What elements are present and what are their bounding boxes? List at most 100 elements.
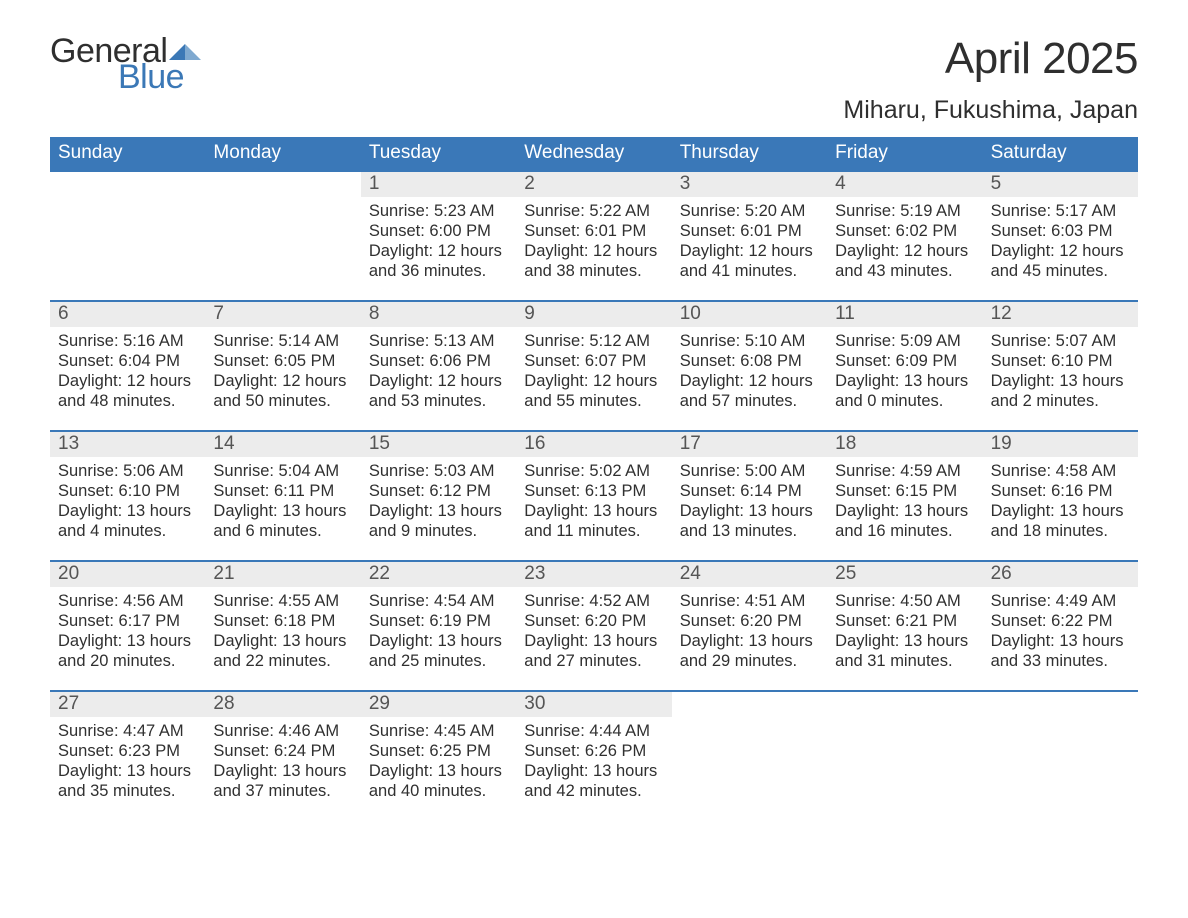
day-number: 28 — [205, 692, 360, 717]
sunset-line: Sunset: 6:01 PM — [680, 221, 819, 241]
calendar-day — [827, 692, 982, 820]
day-number: 10 — [672, 302, 827, 327]
sunset-line: Sunset: 6:09 PM — [835, 351, 974, 371]
calendar-day: 25Sunrise: 4:50 AMSunset: 6:21 PMDayligh… — [827, 562, 982, 690]
calendar-day: 23Sunrise: 4:52 AMSunset: 6:20 PMDayligh… — [516, 562, 671, 690]
calendar-day: 11Sunrise: 5:09 AMSunset: 6:09 PMDayligh… — [827, 302, 982, 430]
day-number: 8 — [361, 302, 516, 327]
sunrise-line: Sunrise: 4:49 AM — [991, 591, 1130, 611]
sunset-line: Sunset: 6:08 PM — [680, 351, 819, 371]
weekday-monday: Monday — [205, 137, 360, 170]
calendar-day: 7Sunrise: 5:14 AMSunset: 6:05 PMDaylight… — [205, 302, 360, 430]
calendar-day: 19 Sunrise: 4:58 AMSunset: 6:16 PMDayligh… — [983, 432, 1138, 560]
day-number: 18 — [827, 432, 982, 457]
day-details: Sunrise: 5:03 AMSunset: 6:12 PMDaylight:… — [361, 457, 516, 542]
sunset-line: Sunset: 6:26 PM — [524, 741, 663, 761]
day-details: Sunrise: 5:09 AMSunset: 6:09 PMDaylight:… — [827, 327, 982, 412]
day-details: Sunrise: 5:07 AMSunset: 6:10 PMDaylight:… — [983, 327, 1138, 412]
sunrise-line: Sunrise: 4:47 AM — [58, 721, 197, 741]
day-number: 25 — [827, 562, 982, 587]
daylight-line: Daylight: 12 hours and 45 minutes. — [991, 241, 1130, 281]
daylight-line: Daylight: 12 hours and 53 minutes. — [369, 371, 508, 411]
day-number: 9 — [516, 302, 671, 327]
daylight-line: Daylight: 13 hours and 9 minutes. — [369, 501, 508, 541]
day-number: 3 — [672, 172, 827, 197]
calendar-week: 27Sunrise: 4:47 AMSunset: 6:23 PMDayligh… — [50, 690, 1138, 820]
day-details: Sunrise: 4:47 AMSunset: 6:23 PMDaylight:… — [50, 717, 205, 802]
sunrise-line: Sunrise: 5:06 AM — [58, 461, 197, 481]
daylight-line: Daylight: 13 hours and 29 minutes. — [680, 631, 819, 671]
day-details: Sunrise: 5:20 AMSunset: 6:01 PMDaylight:… — [672, 197, 827, 282]
daylight-line: Daylight: 13 hours and 20 minutes. — [58, 631, 197, 671]
calendar-day: 29Sunrise: 4:45 AMSunset: 6:25 PMDayligh… — [361, 692, 516, 820]
calendar-day: 4Sunrise: 5:19 AMSunset: 6:02 PMDaylight… — [827, 172, 982, 300]
brand-blue: Blue — [118, 60, 203, 94]
day-details: Sunrise: 4:52 AMSunset: 6:20 PMDaylight:… — [516, 587, 671, 672]
day-number: 19 — [983, 432, 1138, 457]
sunrise-line: Sunrise: 4:59 AM — [835, 461, 974, 481]
daylight-line: Daylight: 13 hours and 0 minutes. — [835, 371, 974, 411]
calendar-day: 16Sunrise: 5:02 AMSunset: 6:13 PMDayligh… — [516, 432, 671, 560]
sunset-line: Sunset: 6:21 PM — [835, 611, 974, 631]
sunrise-line: Sunrise: 4:56 AM — [58, 591, 197, 611]
day-number: 14 — [205, 432, 360, 457]
day-number: 30 — [516, 692, 671, 717]
day-number: 24 — [672, 562, 827, 587]
daylight-line: Daylight: 13 hours and 2 minutes. — [991, 371, 1130, 411]
sunset-line: Sunset: 6:12 PM — [369, 481, 508, 501]
sunrise-line: Sunrise: 5:03 AM — [369, 461, 508, 481]
sunset-line: Sunset: 6:15 PM — [835, 481, 974, 501]
day-number: 27 — [50, 692, 205, 717]
daylight-line: Daylight: 13 hours and 4 minutes. — [58, 501, 197, 541]
day-number: 15 — [361, 432, 516, 457]
daylight-line: Daylight: 13 hours and 31 minutes. — [835, 631, 974, 671]
sunset-line: Sunset: 6:04 PM — [58, 351, 197, 371]
sunrise-line: Sunrise: 5:19 AM — [835, 201, 974, 221]
day-details: Sunrise: 5:22 AMSunset: 6:01 PMDaylight:… — [516, 197, 671, 282]
calendar-day: 10Sunrise: 5:10 AMSunset: 6:08 PMDayligh… — [672, 302, 827, 430]
sunrise-line: Sunrise: 5:10 AM — [680, 331, 819, 351]
calendar-week: 13Sunrise: 5:06 AMSunset: 6:10 PMDayligh… — [50, 430, 1138, 560]
sunset-line: Sunset: 6:24 PM — [213, 741, 352, 761]
sunset-line: Sunset: 6:17 PM — [58, 611, 197, 631]
calendar-week: 1Sunrise: 5:23 AMSunset: 6:00 PMDaylight… — [50, 170, 1138, 300]
header: General Blue April 2025 Miharu, Fukushim… — [50, 34, 1138, 125]
day-number: 5 — [983, 172, 1138, 197]
sunrise-line: Sunrise: 5:20 AM — [680, 201, 819, 221]
sunset-line: Sunset: 6:03 PM — [991, 221, 1130, 241]
day-details: Sunrise: 5:02 AMSunset: 6:13 PMDaylight:… — [516, 457, 671, 542]
day-details: Sunrise: 4:54 AMSunset: 6:19 PMDaylight:… — [361, 587, 516, 672]
weekday-saturday: Saturday — [983, 137, 1138, 170]
sunset-line: Sunset: 6:06 PM — [369, 351, 508, 371]
day-number: 22 — [361, 562, 516, 587]
sunset-line: Sunset: 6:07 PM — [524, 351, 663, 371]
calendar-day: 13Sunrise: 5:06 AMSunset: 6:10 PMDayligh… — [50, 432, 205, 560]
sunrise-line: Sunrise: 4:58 AM — [991, 461, 1130, 481]
location: Miharu, Fukushima, Japan — [843, 96, 1138, 125]
sunset-line: Sunset: 6:02 PM — [835, 221, 974, 241]
sunrise-line: Sunrise: 5:04 AM — [213, 461, 352, 481]
daylight-line: Daylight: 13 hours and 18 minutes. — [991, 501, 1130, 541]
calendar-day — [50, 172, 205, 300]
daylight-line: Daylight: 12 hours and 38 minutes. — [524, 241, 663, 281]
page: General Blue April 2025 Miharu, Fukushim… — [0, 0, 1188, 918]
sunset-line: Sunset: 6:00 PM — [369, 221, 508, 241]
day-number: 26 — [983, 562, 1138, 587]
day-details: Sunrise: 4:50 AMSunset: 6:21 PMDaylight:… — [827, 587, 982, 672]
day-number: 1 — [361, 172, 516, 197]
page-title: April 2025 — [843, 34, 1138, 84]
daylight-line: Daylight: 12 hours and 48 minutes. — [58, 371, 197, 411]
daylight-line: Daylight: 12 hours and 43 minutes. — [835, 241, 974, 281]
day-details: Sunrise: 4:49 AMSunset: 6:22 PMDaylight:… — [983, 587, 1138, 672]
day-number: 6 — [50, 302, 205, 327]
calendar-week: 20Sunrise: 4:56 AMSunset: 6:17 PMDayligh… — [50, 560, 1138, 690]
daylight-line: Daylight: 13 hours and 13 minutes. — [680, 501, 819, 541]
daylight-line: Daylight: 13 hours and 37 minutes. — [213, 761, 352, 801]
sunset-line: Sunset: 6:16 PM — [991, 481, 1130, 501]
day-number: 11 — [827, 302, 982, 327]
weekday-wednesday: Wednesday — [516, 137, 671, 170]
sunrise-line: Sunrise: 4:50 AM — [835, 591, 974, 611]
calendar-day: 2Sunrise: 5:22 AMSunset: 6:01 PMDaylight… — [516, 172, 671, 300]
daylight-line: Daylight: 13 hours and 35 minutes. — [58, 761, 197, 801]
sunrise-line: Sunrise: 5:00 AM — [680, 461, 819, 481]
